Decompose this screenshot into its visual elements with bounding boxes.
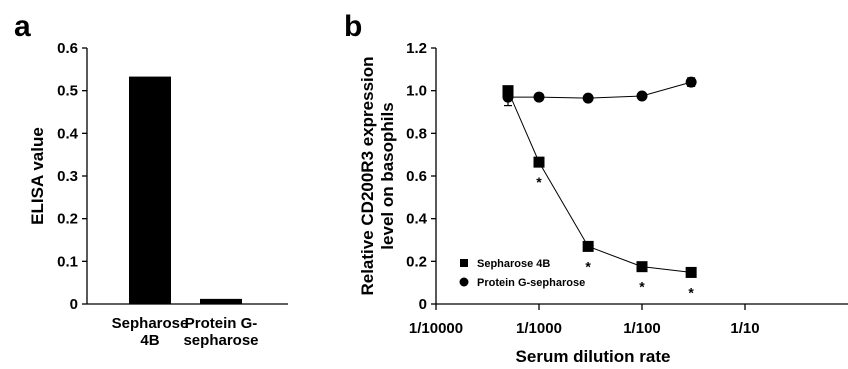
b-x-tick-label: 1/10 [730,320,759,337]
b-x-tick-label: 1/1000 [516,320,562,337]
panel-b-letter: b [344,10,362,43]
b-circle-point [533,91,545,103]
a-y-tick-label: 0.6 [57,40,78,57]
b-y-tick-label: 0.8 [406,125,427,142]
a-bar [129,76,171,304]
legend-label: Sepharose 4B [477,258,550,270]
a-category-label: sepharose [183,332,258,349]
b-y-axis-title-line1: Relative CD200R3 expression [358,56,377,295]
panel-a-letter: a [14,10,31,43]
legend-circle-icon [459,277,469,287]
b-square-point [533,156,545,168]
b-circle-point [582,92,594,104]
a-y-tick-label: 0.1 [57,253,78,270]
b-y-tick-label: 0.4 [406,211,428,228]
a-category-label: Protein G- [185,315,258,332]
b-square-point [685,266,697,278]
b-significance-marker: * [585,258,591,274]
legend-label: Protein G-sepharose [477,277,585,289]
b-x-tick-label: 1/10000 [409,320,463,337]
a-bar [200,298,242,304]
a-y-tick-label: 0.4 [57,125,79,142]
b-x-tick-label: 1/100 [623,320,661,337]
b-y-tick-label: 0.2 [406,253,427,270]
b-y-tick-label: 0 [419,296,427,313]
b-circle-point [502,91,514,103]
b-significance-marker: * [639,279,645,295]
b-square-point [636,261,648,273]
a-y-tick-label: 0.3 [57,168,78,185]
b-y-axis-title-line2: level on basophils [378,102,397,249]
a-category-label: 4B [140,332,159,349]
legend-square-icon [460,259,468,267]
a-y-axis-title: ELISA value [28,127,47,225]
b-significance-marker: * [536,174,542,190]
b-y-tick-label: 1.0 [406,83,427,100]
a-category-label: Sepharose [112,315,189,332]
b-circle-point [685,76,697,88]
b-y-tick-label: 1.2 [406,40,427,57]
a-y-tick-label: 0 [70,296,78,313]
b-y-tick-label: 0.6 [406,168,427,185]
b-significance-marker: * [688,284,694,300]
b-x-axis-title: Serum dilution rate [516,347,671,366]
b-circle-point [636,90,648,102]
b-square-point [582,240,594,252]
a-y-tick-label: 0.2 [57,211,78,228]
a-y-tick-label: 0.5 [57,83,78,100]
